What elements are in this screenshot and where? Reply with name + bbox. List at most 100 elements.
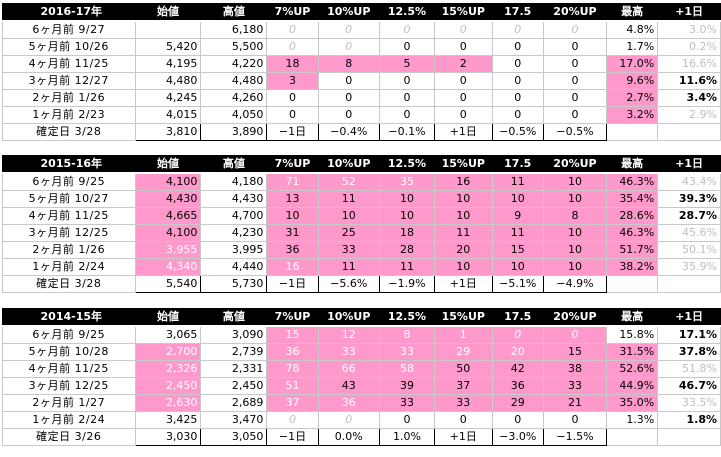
table-row: 3ヶ月前 12/25 4,100 4,230 31 25 18 11 11 10 46.3% 45.… bbox=[2, 224, 721, 242]
column-header: 最高 bbox=[605, 155, 659, 174]
data-cell: 2,630 bbox=[134, 394, 202, 412]
data-cell: 29 bbox=[491, 394, 544, 412]
data-cell: 5,730 bbox=[200, 275, 268, 293]
data-cell: 9 bbox=[491, 207, 544, 225]
data-cell: 10 bbox=[542, 224, 607, 242]
data-cell: 0.0% bbox=[317, 428, 380, 446]
data-cell: 0 bbox=[542, 411, 607, 429]
data-cell: 1.0% bbox=[378, 428, 436, 446]
data-cell: 42 bbox=[491, 360, 544, 378]
data-cell: 0 bbox=[434, 72, 493, 90]
data-cell: 2,331 bbox=[200, 360, 268, 378]
table-title: 2016-17年 bbox=[2, 3, 136, 22]
data-cell: −0.5% bbox=[491, 123, 544, 141]
column-header: 10%UP bbox=[317, 3, 380, 22]
data-cell: 0 bbox=[434, 411, 493, 429]
column-header: 始値 bbox=[134, 3, 202, 22]
data-cell: 58 bbox=[378, 360, 436, 378]
data-cell: 38 bbox=[542, 360, 607, 378]
data-cell: 37.8% bbox=[657, 343, 721, 361]
column-header: 10%UP bbox=[317, 308, 380, 327]
data-cell: 10 bbox=[491, 258, 544, 276]
row-label: 6ヶ月前 9/25 bbox=[2, 325, 136, 344]
data-cell: 50.1% bbox=[657, 241, 721, 259]
data-cell: 0 bbox=[491, 38, 544, 56]
data-cell: 0 bbox=[434, 38, 493, 56]
data-cell: 3,470 bbox=[200, 411, 268, 429]
data-cell: 52.6% bbox=[605, 360, 659, 378]
data-cell: 0 bbox=[491, 55, 544, 73]
row-label: 3ヶ月前 12/27 bbox=[2, 72, 136, 90]
data-cell: 6,060 bbox=[134, 20, 202, 39]
data-cell: 10 bbox=[434, 258, 493, 276]
data-cell: 3,050 bbox=[200, 428, 268, 446]
data-cell: 3,995 bbox=[200, 241, 268, 259]
table-row: 2ヶ月前 1/26 4,245 4,260 0 0 0 0 0 0 2.7% 3.4% bbox=[2, 89, 721, 107]
data-cell: 2,739 bbox=[200, 343, 268, 361]
data-cell bbox=[605, 428, 659, 446]
data-cell: 0 bbox=[266, 89, 319, 107]
data-cell: 2,450 bbox=[200, 377, 268, 395]
data-cell: 5,540 bbox=[134, 275, 202, 293]
data-cell: 33 bbox=[378, 394, 436, 412]
column-header: 12.5% bbox=[378, 155, 436, 174]
column-header: 17.5 bbox=[491, 3, 544, 22]
data-cell: 3,065 bbox=[134, 325, 202, 344]
data-cell: −0.5% bbox=[542, 123, 607, 141]
data-cell: 11 bbox=[491, 224, 544, 242]
row-label: 5ヶ月前 10/28 bbox=[2, 343, 136, 361]
data-cell: 0 bbox=[491, 89, 544, 107]
data-cell: 0 bbox=[542, 55, 607, 73]
data-cell: 36 bbox=[266, 343, 319, 361]
data-cell: 17.0% bbox=[605, 55, 659, 73]
column-header: 最高 bbox=[605, 308, 659, 327]
data-cell: 4,230 bbox=[200, 224, 268, 242]
data-cell: 25 bbox=[317, 224, 380, 242]
data-cell: 0 bbox=[378, 106, 436, 124]
data-cell: 8 bbox=[542, 207, 607, 225]
data-cell: 0 bbox=[542, 38, 607, 56]
data-cell: +1日 bbox=[434, 275, 493, 293]
data-cell: 0 bbox=[378, 411, 436, 429]
data-cell: 0 bbox=[266, 20, 319, 39]
data-cell: 0 bbox=[266, 106, 319, 124]
data-cell: 11 bbox=[491, 172, 544, 191]
data-cell: 52 bbox=[317, 172, 380, 191]
data-cell: 0 bbox=[434, 89, 493, 107]
data-cell: 4,100 bbox=[134, 224, 202, 242]
data-cell: 0 bbox=[317, 89, 380, 107]
data-cell: −1日 bbox=[266, 428, 319, 446]
data-cell: 4,480 bbox=[200, 72, 268, 90]
data-cell: 44.9% bbox=[605, 377, 659, 395]
data-cell: 0 bbox=[491, 72, 544, 90]
column-header: 12.5% bbox=[378, 3, 436, 22]
data-cell: 29 bbox=[434, 343, 493, 361]
row-label: 6ヶ月前 9/25 bbox=[2, 172, 136, 191]
data-cell: 4,195 bbox=[134, 55, 202, 73]
data-cell: 10 bbox=[317, 207, 380, 225]
data-cell: 0 bbox=[434, 106, 493, 124]
data-cell: 8 bbox=[378, 325, 436, 344]
column-header: +1日 bbox=[657, 3, 721, 22]
data-cell: 10 bbox=[542, 258, 607, 276]
data-cell: 0 bbox=[434, 20, 493, 39]
data-cell: 15 bbox=[491, 241, 544, 259]
data-cell: 4,100 bbox=[134, 172, 202, 191]
data-cell: 0 bbox=[542, 106, 607, 124]
data-cell: 36 bbox=[317, 394, 380, 412]
column-header: 12.5% bbox=[378, 308, 436, 327]
data-cell: 4,665 bbox=[134, 207, 202, 225]
data-cell: 33 bbox=[434, 394, 493, 412]
data-cell: 0 bbox=[491, 20, 544, 39]
row-label: 6ヶ月前 9/27 bbox=[2, 20, 136, 39]
data-cell: 0 bbox=[491, 325, 544, 344]
data-cell: −1.9% bbox=[378, 275, 436, 293]
column-header: 高値 bbox=[200, 308, 268, 327]
row-label: 3ヶ月前 12/25 bbox=[2, 377, 136, 395]
table-title: 2015-16年 bbox=[2, 155, 136, 174]
data-cell: 0 bbox=[491, 411, 544, 429]
data-cell: 4,260 bbox=[200, 89, 268, 107]
row-label: 1ヶ月前 2/24 bbox=[2, 258, 136, 276]
column-header: +1日 bbox=[657, 155, 721, 174]
data-cell: 5 bbox=[378, 55, 436, 73]
